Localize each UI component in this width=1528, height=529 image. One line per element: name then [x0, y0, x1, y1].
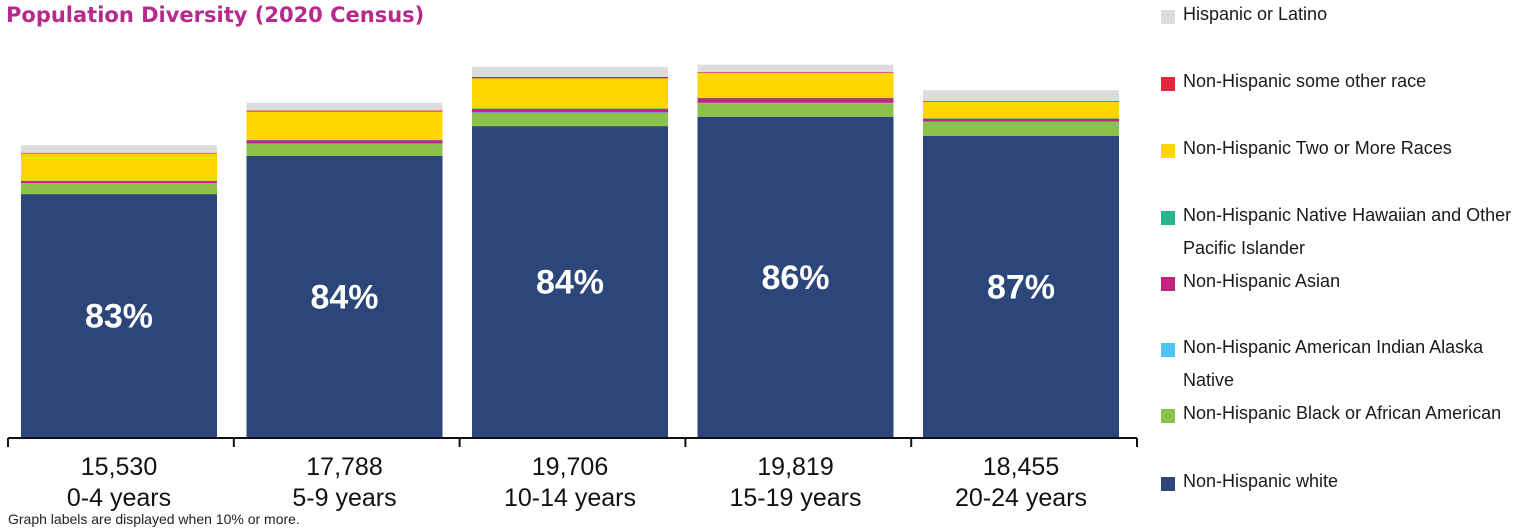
- legend-swatch: [1161, 211, 1175, 225]
- bar-total-label: 19,819: [757, 453, 833, 481]
- legend-label: Non-Hispanic Black or African American: [1183, 403, 1502, 423]
- x-tick-label: 20-24 years: [955, 484, 1087, 512]
- legend-swatch: [1161, 343, 1175, 357]
- chart-legend: Hispanic or Latino Non-Hispanic some othe…: [1161, 0, 1528, 529]
- legend-item: Non-Hispanic Native Hawaiian and Other P…: [1161, 205, 1528, 265]
- bar-segment: [697, 73, 894, 98]
- legend-label: Non-Hispanic American Indian Alaska Nati…: [1183, 337, 1484, 390]
- legend-label: Non-Hispanic white: [1183, 471, 1339, 491]
- legend-item: Non-Hispanic Asian: [1161, 271, 1528, 298]
- bar-segment: [697, 64, 894, 73]
- x-tick-label: 15-19 years: [729, 484, 861, 512]
- bar-segment: [697, 97, 894, 103]
- legend-swatch: [1161, 409, 1175, 423]
- bar-percent-label: 87%: [987, 268, 1055, 306]
- bar-segment: [21, 183, 217, 195]
- bar-segment: [697, 102, 894, 104]
- x-tick-label: 10-14 years: [504, 484, 636, 512]
- bar-segment: [21, 183, 217, 184]
- bar-segment: [246, 139, 443, 141]
- legend-item: Non-Hispanic American Indian Alaska Nati…: [1161, 337, 1528, 397]
- legend-swatch: [1161, 144, 1175, 158]
- bar-segment: [21, 145, 217, 153]
- legend-item: Non-Hispanic Two or More Races: [1161, 138, 1528, 165]
- bar-segment: [472, 108, 668, 110]
- bar-segment: [246, 155, 443, 437]
- legend-item: Hispanic or Latino: [1161, 4, 1528, 31]
- bar-segment: [246, 140, 443, 144]
- bar-segment: [21, 152, 217, 154]
- bar-total-label: 18,455: [983, 453, 1059, 481]
- bar-segment: [21, 180, 217, 182]
- bar-percent-label: 84%: [536, 264, 604, 302]
- bar-segment: [246, 110, 443, 112]
- bar-segment: [246, 143, 443, 156]
- legend-item: Non-Hispanic some other race: [1161, 71, 1528, 98]
- bar-segment: [472, 108, 668, 113]
- stacked-bar-chart: 83% 15,530 0-4 years 84% 17,788 5-9 years 84% 1…: [7, 64, 1138, 512]
- legend-swatch: [1161, 10, 1175, 24]
- bar-segment: [923, 101, 1119, 119]
- bar-segment: [21, 180, 217, 184]
- bar-segment: [697, 103, 894, 117]
- legend-label: Non-Hispanic Native Hawaiian and Other P…: [1183, 205, 1512, 258]
- bar-segment: [21, 153, 217, 181]
- bar-segment: [472, 112, 668, 113]
- legend-label: Non-Hispanic Asian: [1183, 271, 1341, 291]
- chart-footnote: Graph labels are displayed when 10% or m…: [8, 511, 300, 527]
- legend-item: Non-Hispanic white: [1161, 471, 1528, 498]
- bar-segment: [923, 135, 1119, 437]
- legend-swatch: [1161, 277, 1175, 291]
- bar-segment: [472, 76, 668, 79]
- bar-segment: [246, 111, 443, 140]
- bar-percent-label: 86%: [761, 259, 829, 297]
- bar-segment: [697, 116, 894, 437]
- bar-percent-label: 84%: [310, 278, 378, 316]
- bar-total-label: 19,706: [532, 453, 608, 481]
- legend-label: Non-Hispanic Two or More Races: [1183, 138, 1452, 158]
- bar-segment: [472, 78, 668, 109]
- legend-swatch: [1161, 477, 1175, 491]
- x-tick-label: 0-4 years: [67, 484, 171, 512]
- bar-segment: [923, 118, 1119, 119]
- bar-segment: [923, 118, 1119, 122]
- bar-segment: [472, 126, 668, 437]
- legend-label: Hispanic or Latino: [1183, 4, 1328, 24]
- bar-segment: [21, 194, 217, 437]
- legend-label: Non-Hispanic some other race: [1183, 71, 1427, 91]
- bar-segment: [472, 66, 668, 77]
- bar-segment: [923, 101, 1119, 102]
- bar-segment: [246, 102, 443, 111]
- bar-segment: [923, 121, 1119, 122]
- bar-segment: [472, 112, 668, 127]
- bar-total-label: 17,788: [306, 453, 382, 481]
- bar-percent-label: 83%: [85, 298, 153, 336]
- bar-total-label: 15,530: [81, 453, 157, 481]
- bar-segment: [697, 72, 894, 74]
- legend-swatch: [1161, 77, 1175, 91]
- bar-segment: [923, 121, 1119, 136]
- bar-segment: [923, 90, 1119, 102]
- bar-segment: [246, 143, 443, 144]
- legend-item: Non-Hispanic Black or African American: [1161, 403, 1528, 430]
- chart-title: Population Diversity (2020 Census): [6, 3, 425, 27]
- x-tick-label: 5-9 years: [292, 484, 396, 512]
- bar-segment: [697, 97, 894, 99]
